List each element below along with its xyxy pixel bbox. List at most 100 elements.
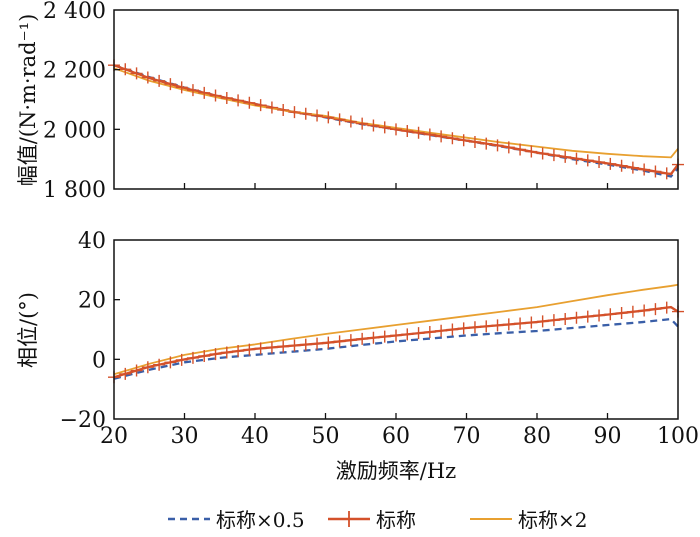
plus-marker	[525, 145, 538, 158]
plus-marker	[333, 335, 346, 348]
series-line-1	[113, 64, 679, 176]
plus-marker	[514, 317, 527, 330]
plus-marker	[559, 312, 572, 325]
plus-marker	[356, 332, 369, 345]
plus-marker	[446, 132, 459, 145]
plus-marker	[457, 134, 470, 147]
y-tick-label: 0	[92, 348, 106, 373]
plus-marker	[423, 326, 436, 339]
plus-marker	[367, 119, 380, 132]
plus-marker	[536, 315, 549, 328]
plus-marker	[164, 78, 177, 91]
plus-marker	[581, 310, 594, 323]
plus-marker	[547, 314, 560, 327]
x-tick-label: 20	[100, 424, 128, 449]
y-tick-label: 40	[78, 229, 106, 254]
plus-marker	[604, 308, 617, 321]
plus-marker	[220, 92, 233, 105]
legend-label-1: 标称	[376, 508, 416, 532]
plus-marker	[581, 154, 594, 167]
plus-marker	[254, 342, 267, 355]
plus-marker	[559, 150, 572, 163]
plus-marker	[344, 115, 357, 128]
plus-marker	[277, 103, 290, 116]
plus-marker	[378, 121, 391, 134]
series-line-2	[113, 67, 679, 159]
plus-marker	[412, 126, 425, 139]
plus-marker	[626, 161, 639, 174]
y-tick-label: 2 200	[43, 59, 106, 84]
series-line-2	[113, 283, 679, 376]
plus-marker	[356, 117, 369, 130]
plus-marker	[232, 345, 245, 358]
plus-marker	[626, 305, 639, 318]
plus-marker	[130, 67, 143, 80]
plus-marker	[536, 147, 549, 160]
plus-marker	[265, 101, 278, 114]
plus-marker	[153, 358, 166, 371]
series-line-0	[113, 317, 679, 380]
plus-marker	[480, 137, 493, 150]
legend-label-2: 标称×2	[518, 508, 587, 532]
plus-marker	[615, 159, 628, 172]
plus-marker	[209, 348, 222, 361]
plus-marker	[130, 364, 143, 377]
plus-marker	[401, 328, 414, 341]
plus-marker	[604, 157, 617, 170]
plus-marker	[491, 139, 504, 152]
series-line-1	[113, 305, 679, 379]
plus-marker	[412, 327, 425, 340]
plus-marker	[288, 106, 301, 119]
plus-marker	[615, 307, 628, 320]
plus-marker	[435, 130, 448, 143]
plus-marker	[119, 63, 132, 76]
plus-marker	[649, 303, 662, 316]
y-tick-label: 1 800	[43, 178, 106, 203]
plus-marker	[367, 331, 380, 344]
x-tick-label: 30	[171, 424, 199, 449]
plus-marker	[570, 152, 583, 165]
plus-marker	[649, 165, 662, 178]
plus-marker	[175, 81, 188, 94]
plus-marker	[186, 84, 199, 97]
plus-marker	[277, 340, 290, 353]
plus-marker	[390, 329, 402, 342]
plus-marker	[265, 341, 278, 354]
plus-marker	[423, 128, 436, 141]
plus-marker	[198, 86, 211, 99]
plus-marker	[435, 324, 448, 337]
plus-marker	[491, 319, 504, 332]
x-tick-label: 40	[241, 424, 269, 449]
x-tick-label: 80	[523, 424, 551, 449]
y-tick-label: −20	[60, 408, 106, 433]
plus-marker	[390, 123, 402, 136]
x-tick-label: 60	[382, 424, 410, 449]
plus-marker	[660, 301, 673, 314]
plus-marker	[322, 111, 335, 124]
plus-marker	[254, 99, 267, 112]
y-tick-label: 2 400	[43, 0, 106, 24]
y-tick-label: 20	[78, 289, 106, 314]
xlabel: 激励频率/Hz	[336, 459, 456, 483]
x-tick-label: 70	[453, 424, 481, 449]
amplitude-ylabel: 幅值/(N·m·rad⁻¹)	[16, 14, 40, 187]
plus-marker	[570, 311, 583, 324]
plus-marker	[164, 356, 177, 369]
plus-marker	[186, 351, 199, 364]
plus-marker	[468, 135, 481, 148]
legend-label-0: 标称×0.5	[216, 508, 305, 532]
plus-marker	[378, 330, 391, 343]
y-tick-label: 2 000	[43, 118, 106, 143]
plus-marker	[468, 321, 481, 334]
plus-marker	[446, 323, 459, 336]
plus-marker	[141, 361, 154, 374]
plus-marker	[209, 89, 222, 102]
phase-plot: −20 0 20 40 20 30 40 50 60 70 80 90 100	[60, 229, 699, 449]
plus-marker	[322, 336, 335, 349]
plus-marker	[243, 96, 256, 109]
plus-marker	[525, 316, 538, 329]
plus-marker	[638, 163, 651, 176]
plus-marker	[514, 143, 527, 156]
plus-marker	[220, 346, 233, 359]
